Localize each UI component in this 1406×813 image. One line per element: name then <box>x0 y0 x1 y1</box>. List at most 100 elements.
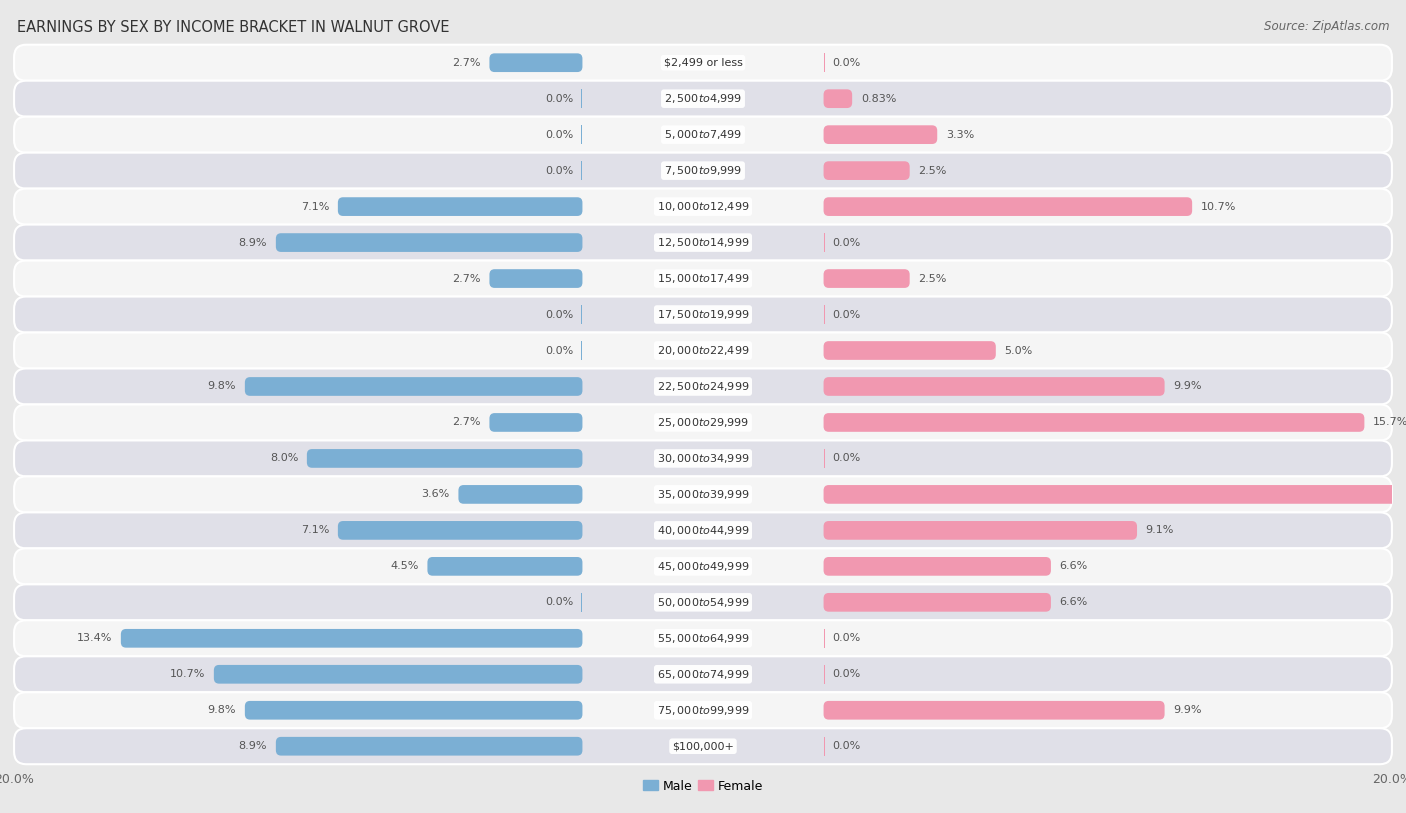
FancyBboxPatch shape <box>214 665 582 684</box>
FancyBboxPatch shape <box>14 260 1392 297</box>
Text: 10.7%: 10.7% <box>1201 202 1236 211</box>
FancyBboxPatch shape <box>824 89 852 108</box>
Text: $2,500 to $4,999: $2,500 to $4,999 <box>664 92 742 105</box>
FancyBboxPatch shape <box>14 45 1392 80</box>
FancyBboxPatch shape <box>14 224 1392 260</box>
Text: $25,000 to $29,999: $25,000 to $29,999 <box>657 416 749 429</box>
Text: 9.9%: 9.9% <box>1173 381 1202 392</box>
Text: 0.0%: 0.0% <box>832 669 860 680</box>
FancyBboxPatch shape <box>14 153 1392 189</box>
FancyBboxPatch shape <box>14 585 1392 620</box>
Bar <box>581 161 582 180</box>
Text: $7,500 to $9,999: $7,500 to $9,999 <box>664 164 742 177</box>
FancyBboxPatch shape <box>14 693 1392 728</box>
FancyBboxPatch shape <box>245 701 582 720</box>
FancyBboxPatch shape <box>14 728 1392 764</box>
Text: 2.5%: 2.5% <box>918 166 946 176</box>
Text: $65,000 to $74,999: $65,000 to $74,999 <box>657 667 749 680</box>
FancyBboxPatch shape <box>14 80 1392 117</box>
Text: 6.6%: 6.6% <box>1060 561 1088 572</box>
Text: 0.0%: 0.0% <box>546 93 574 104</box>
FancyBboxPatch shape <box>337 521 582 540</box>
Text: 2.7%: 2.7% <box>453 273 481 284</box>
Text: $45,000 to $49,999: $45,000 to $49,999 <box>657 560 749 573</box>
FancyBboxPatch shape <box>14 405 1392 441</box>
Text: 0.0%: 0.0% <box>546 598 574 607</box>
FancyBboxPatch shape <box>824 413 1364 432</box>
FancyBboxPatch shape <box>14 656 1392 693</box>
Text: $15,000 to $17,499: $15,000 to $17,499 <box>657 272 749 285</box>
Text: $20,000 to $22,499: $20,000 to $22,499 <box>657 344 749 357</box>
Text: 9.9%: 9.9% <box>1173 705 1202 715</box>
FancyBboxPatch shape <box>824 125 938 144</box>
FancyBboxPatch shape <box>14 620 1392 656</box>
Text: $55,000 to $64,999: $55,000 to $64,999 <box>657 632 749 645</box>
Bar <box>581 341 582 360</box>
Bar <box>824 737 825 755</box>
FancyBboxPatch shape <box>824 377 1164 396</box>
FancyBboxPatch shape <box>824 341 995 360</box>
FancyBboxPatch shape <box>14 476 1392 512</box>
Text: 0.83%: 0.83% <box>860 93 896 104</box>
Bar <box>824 54 825 72</box>
Text: 0.0%: 0.0% <box>832 633 860 643</box>
Text: 7.1%: 7.1% <box>301 202 329 211</box>
Bar <box>824 233 825 252</box>
Text: 5.0%: 5.0% <box>1004 346 1032 355</box>
FancyBboxPatch shape <box>245 377 582 396</box>
Text: 7.1%: 7.1% <box>301 525 329 536</box>
FancyBboxPatch shape <box>489 269 582 288</box>
Text: $10,000 to $12,499: $10,000 to $12,499 <box>657 200 749 213</box>
FancyBboxPatch shape <box>276 233 582 252</box>
Text: $35,000 to $39,999: $35,000 to $39,999 <box>657 488 749 501</box>
Text: $40,000 to $44,999: $40,000 to $44,999 <box>657 524 749 537</box>
Text: 2.5%: 2.5% <box>918 273 946 284</box>
FancyBboxPatch shape <box>337 198 582 216</box>
Text: $22,500 to $24,999: $22,500 to $24,999 <box>657 380 749 393</box>
FancyBboxPatch shape <box>824 593 1050 611</box>
FancyBboxPatch shape <box>824 521 1137 540</box>
FancyBboxPatch shape <box>824 701 1164 720</box>
Text: 3.3%: 3.3% <box>946 129 974 140</box>
FancyBboxPatch shape <box>489 413 582 432</box>
FancyBboxPatch shape <box>276 737 582 755</box>
Text: 4.5%: 4.5% <box>391 561 419 572</box>
Text: 0.0%: 0.0% <box>832 741 860 751</box>
FancyBboxPatch shape <box>824 269 910 288</box>
Text: 13.4%: 13.4% <box>77 633 112 643</box>
FancyBboxPatch shape <box>824 485 1406 504</box>
Text: 2.7%: 2.7% <box>453 417 481 428</box>
Bar <box>824 305 825 324</box>
Bar <box>581 305 582 324</box>
FancyBboxPatch shape <box>121 629 582 648</box>
Text: 9.8%: 9.8% <box>208 381 236 392</box>
Legend: Male, Female: Male, Female <box>638 775 768 798</box>
Text: $75,000 to $99,999: $75,000 to $99,999 <box>657 704 749 717</box>
FancyBboxPatch shape <box>14 333 1392 368</box>
Text: $12,500 to $14,999: $12,500 to $14,999 <box>657 236 749 249</box>
Text: 9.1%: 9.1% <box>1146 525 1174 536</box>
FancyBboxPatch shape <box>14 117 1392 153</box>
Text: 0.0%: 0.0% <box>832 454 860 463</box>
FancyBboxPatch shape <box>824 161 910 180</box>
FancyBboxPatch shape <box>427 557 582 576</box>
Text: $30,000 to $34,999: $30,000 to $34,999 <box>657 452 749 465</box>
Text: $5,000 to $7,499: $5,000 to $7,499 <box>664 128 742 141</box>
Text: $100,000+: $100,000+ <box>672 741 734 751</box>
Text: 0.0%: 0.0% <box>832 237 860 248</box>
Text: $50,000 to $54,999: $50,000 to $54,999 <box>657 596 749 609</box>
Text: 2.7%: 2.7% <box>453 58 481 67</box>
Bar <box>581 593 582 611</box>
FancyBboxPatch shape <box>14 512 1392 549</box>
Text: 9.8%: 9.8% <box>208 705 236 715</box>
FancyBboxPatch shape <box>489 54 582 72</box>
FancyBboxPatch shape <box>458 485 582 504</box>
Text: 10.7%: 10.7% <box>170 669 205 680</box>
Text: 3.6%: 3.6% <box>422 489 450 499</box>
Bar <box>824 449 825 467</box>
Bar <box>581 125 582 144</box>
Text: 0.0%: 0.0% <box>546 346 574 355</box>
Bar <box>824 665 825 684</box>
FancyBboxPatch shape <box>14 189 1392 224</box>
Text: 8.9%: 8.9% <box>239 741 267 751</box>
